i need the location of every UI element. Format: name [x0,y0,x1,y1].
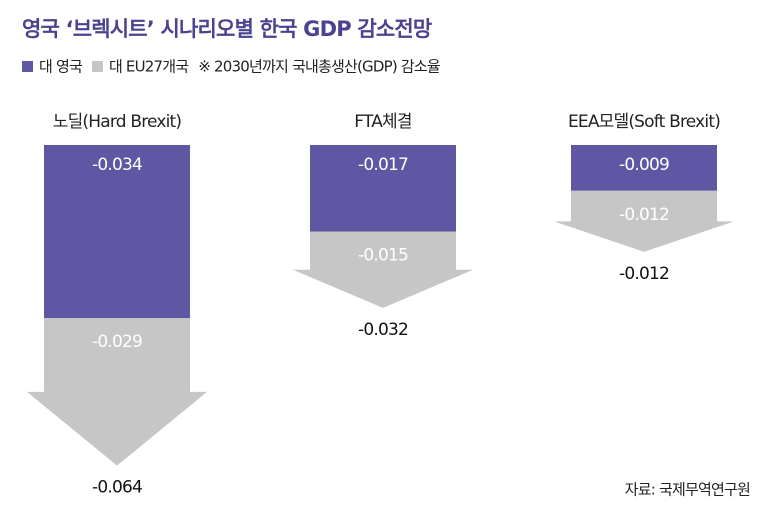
legend-swatch [91,61,103,72]
bar-segment [44,145,190,319]
value-label: -0.029 [92,332,142,352]
total-label: -0.012 [619,264,669,284]
arrow-segment [27,318,207,466]
subtitle: ※ 2030년까지 국내총생산(GDP) 감소율 [198,58,440,76]
legend-swatch [22,61,33,72]
value-label: -0.034 [92,155,142,175]
source: 자료: 국제무역연구원 [625,481,750,499]
legend-label: 대 EU27개국 [109,58,189,76]
arrow-segment [293,231,473,308]
category-label: EEA모델(Soft Brexit) [568,112,720,132]
category-label: FTA체결 [354,112,411,132]
value-label: -0.015 [358,246,408,266]
arrow-segment [554,190,734,252]
legend-label: 대 영국 [39,58,83,76]
value-label: -0.017 [358,155,408,175]
chart-title: 영국 ‘브렉시트’ 시나리오별 한국 GDP 감소전망 [22,17,432,41]
category-label: 노딜(Hard Brexit) [53,112,182,132]
value-label: -0.009 [619,155,669,175]
bar-segment [571,145,717,191]
total-label: -0.064 [92,478,142,498]
total-label: -0.032 [358,320,408,340]
value-label: -0.012 [619,205,669,225]
bar-segment [310,145,456,232]
